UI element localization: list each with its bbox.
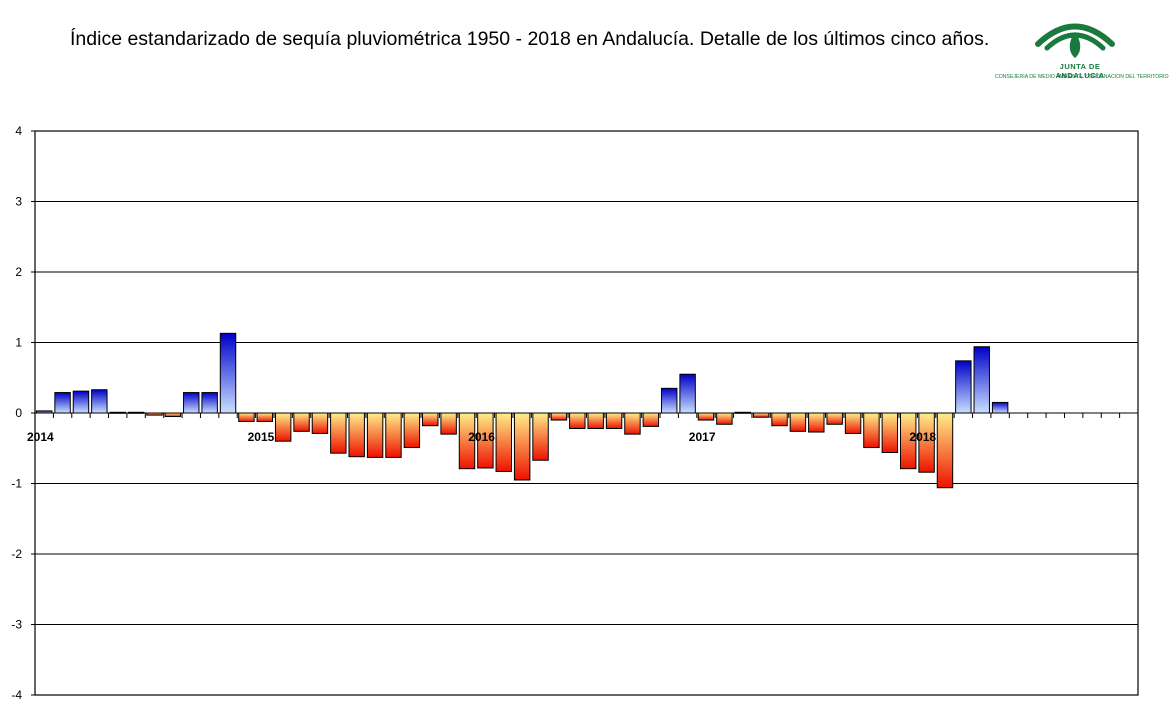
logo-emblem-icon (1035, 23, 1115, 58)
bar (808, 412, 825, 433)
bar (256, 412, 274, 422)
x-year-label: 2017 (689, 430, 716, 444)
bar (495, 412, 512, 473)
bar (844, 412, 862, 434)
bar (697, 412, 715, 421)
bar (991, 401, 1009, 414)
bar (201, 392, 218, 414)
bar (164, 412, 182, 418)
bar (183, 392, 200, 414)
bar (642, 412, 660, 427)
bar (955, 360, 972, 414)
y-tick-label: -3 (11, 618, 22, 632)
y-tick-label: 0 (15, 406, 22, 420)
bar (293, 412, 310, 432)
bar (605, 412, 623, 430)
bar (219, 332, 237, 414)
bar (569, 412, 586, 430)
y-tick-label: -1 (11, 477, 22, 491)
bar (863, 412, 880, 449)
bar (513, 412, 531, 481)
logo-department: CONSEJERIA DE MEDIO AMBIENTE Y ORDENACIO… (995, 74, 1169, 80)
bar (679, 373, 696, 414)
x-year-label: 2016 (468, 430, 495, 444)
y-tick-label: 3 (15, 195, 22, 209)
bar (422, 412, 439, 427)
y-tick-label: 1 (15, 336, 22, 350)
x-year-label: 2018 (909, 430, 936, 444)
bar (311, 412, 329, 434)
bar (238, 412, 255, 422)
y-tick-label: -2 (11, 547, 22, 561)
bar (826, 412, 843, 425)
chart-title: Índice estandarizado de sequía pluviomét… (70, 28, 990, 50)
bar (72, 390, 90, 414)
bar (440, 412, 457, 435)
bar (385, 412, 402, 458)
bar (348, 412, 365, 458)
logo-name: JUNTA DE ANDALUCIA (1055, 62, 1105, 80)
bar (532, 412, 549, 461)
y-tick-label: 4 (15, 124, 22, 138)
bar (881, 412, 899, 453)
bar (403, 412, 421, 449)
bar (771, 412, 788, 427)
bar (274, 412, 292, 442)
x-year-label: 2015 (248, 430, 275, 444)
bar (661, 387, 678, 414)
y-tick-label: 2 (15, 265, 22, 279)
bar (91, 389, 108, 414)
x-year-label: 2014 (27, 430, 54, 444)
bar (54, 392, 71, 414)
bar (366, 412, 384, 458)
bar (550, 412, 568, 421)
bar (973, 346, 990, 414)
bar (936, 412, 954, 489)
y-tick-label: -4 (11, 688, 22, 702)
bar (716, 412, 733, 425)
bar (789, 412, 807, 432)
bar (752, 412, 770, 418)
bar (624, 412, 641, 435)
junta-de-andalucia-logo: JUNTA DE ANDALUCIA CONSEJERIA DE MEDIO A… (995, 14, 1173, 86)
bar (587, 412, 604, 430)
bar (330, 412, 347, 454)
